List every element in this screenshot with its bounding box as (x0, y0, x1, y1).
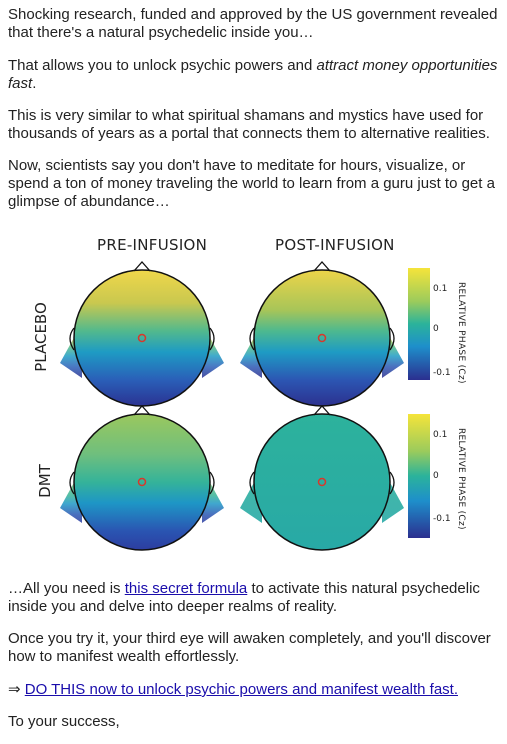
topomap-placebo-pre (60, 261, 224, 407)
signoff-text: To your success, (8, 713, 120, 730)
outro-paragraph-2: Once you try it, your third eye will awa… (8, 630, 500, 666)
colorbar-dmt (408, 414, 430, 538)
topomap-placebo-post (240, 261, 404, 407)
signoff: To your success, (8, 713, 500, 731)
colorbar-label-top: RELATIVE PHASE (Cz) (456, 282, 466, 384)
colorbar-label-bottom: RELATIVE PHASE (Cz) (456, 428, 466, 530)
outro-text-2: Once you try it, your third eye will awa… (8, 630, 491, 665)
tick-top-mid: 0 (433, 324, 439, 334)
eeg-topomap-graphic (60, 261, 430, 551)
intro-paragraph-1: Shocking research, funded and approved b… (8, 6, 500, 42)
tick-top-high: 0.1 (433, 284, 448, 294)
eeg-figure: PRE-INFUSION POST-INFUSION PLACEBO DMT 0… (0, 228, 507, 558)
outro-paragraph-1: …All you need is this secret formula to … (8, 580, 500, 616)
intro-paragraph-2: That allows you to unlock psychic powers… (8, 57, 500, 93)
intro-paragraph-3: This is very similar to what spiritual s… (8, 107, 500, 143)
topomap-dmt-post (240, 405, 404, 551)
tick-bottom-high: 0.1 (433, 430, 448, 440)
intro-text-2a: That allows you to unlock psychic powers… (8, 57, 317, 74)
tick-bottom-low: -0.1 (433, 514, 451, 524)
outro-text-1a: …All you need is (8, 580, 125, 597)
intro-text-3: This is very similar to what spiritual s… (8, 107, 490, 142)
row-label-dmt: DMT (35, 464, 54, 498)
col-title-post: POST-INFUSION (275, 236, 395, 254)
intro-text-4: Now, scientists say you don't have to me… (8, 157, 495, 210)
intro-text-2b: . (32, 75, 37, 92)
intro-text-2-italic: attract money opportunities fast (8, 57, 498, 92)
tick-bottom-mid: 0 (433, 471, 439, 481)
arrow-icon: ⇒ (8, 681, 25, 698)
tick-top-low: -0.1 (433, 368, 451, 378)
cta-link[interactable]: DO THIS now to unlock psychic powers and… (24, 681, 458, 698)
cta-paragraph: ⇒ DO THIS now to unlock psychic powers a… (8, 681, 500, 699)
outro-text-1b: to activate this natural psychedelic ins… (8, 580, 480, 615)
intro-text-1: Shocking research, funded and approved b… (8, 6, 498, 41)
col-title-pre: PRE-INFUSION (97, 236, 208, 254)
colorbar-placebo (408, 268, 430, 380)
row-label-placebo: PLACEBO (31, 302, 50, 372)
secret-formula-link[interactable]: this secret formula (124, 580, 248, 597)
intro-paragraph-4: Now, scientists say you don't have to me… (8, 157, 500, 211)
topomap-dmt-pre (60, 405, 224, 551)
